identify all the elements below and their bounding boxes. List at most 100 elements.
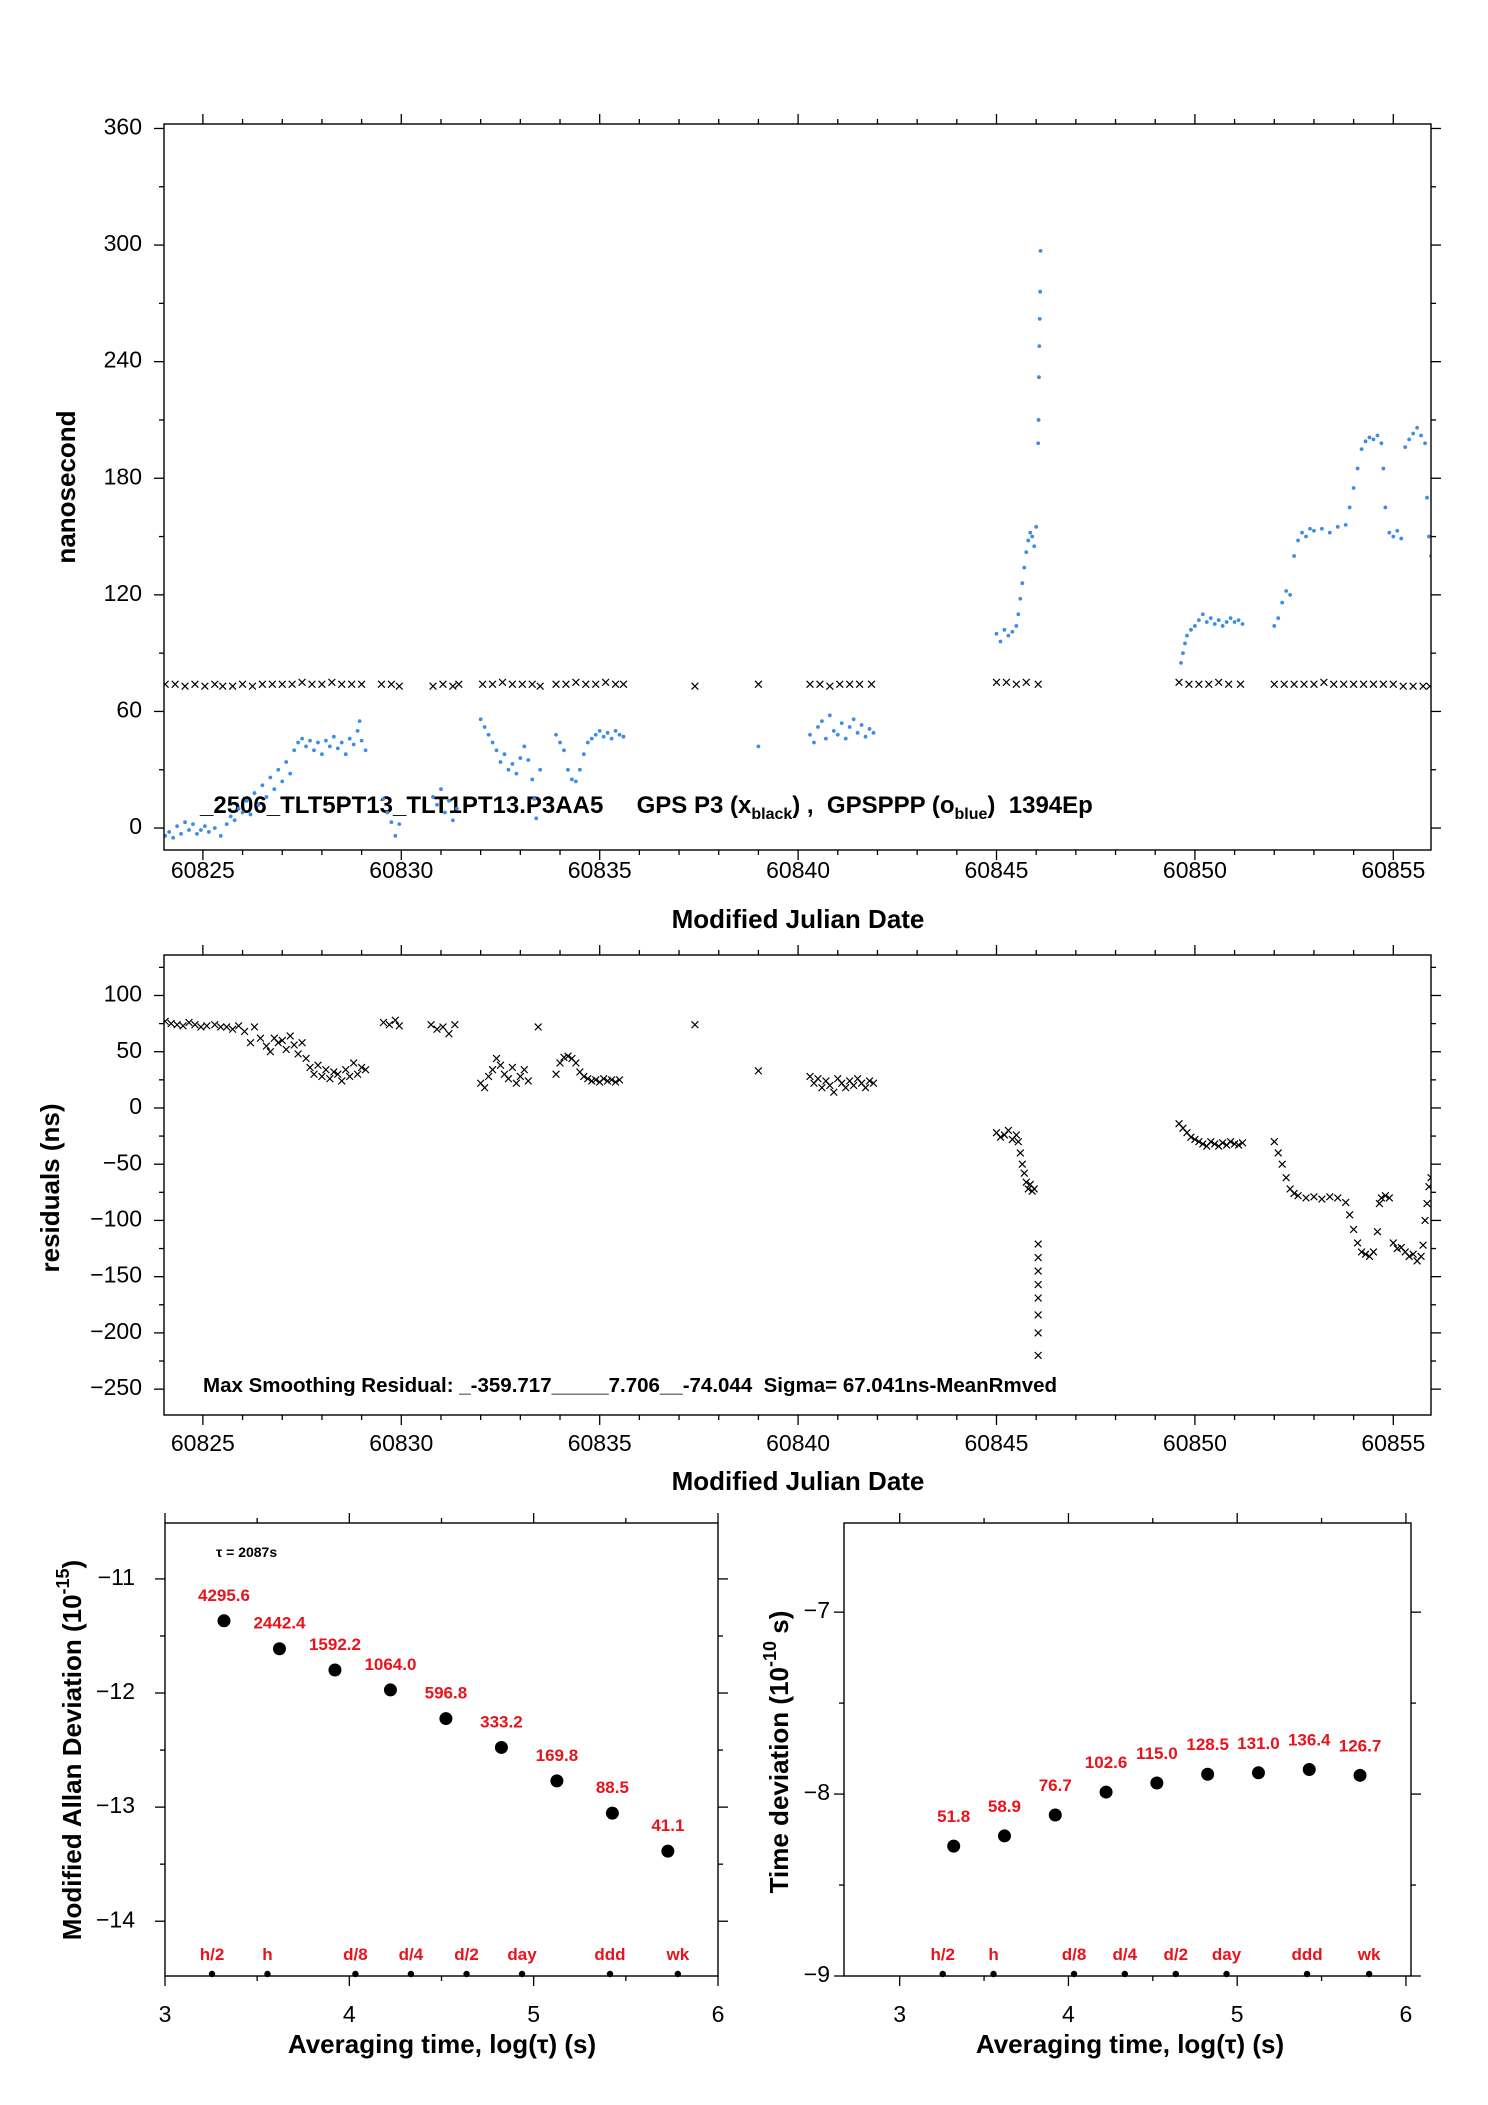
gpsppp-marker xyxy=(199,828,203,832)
gpsppp-marker xyxy=(1387,530,1392,535)
gpsppp-marker xyxy=(1014,624,1019,628)
residual-marker xyxy=(1234,1141,1243,1149)
residual-marker xyxy=(484,1072,493,1081)
adev-plot-area xyxy=(217,1614,675,1858)
residual-marker xyxy=(240,1027,249,1036)
gpsppp-marker xyxy=(164,833,168,838)
adev-point xyxy=(661,1844,675,1858)
gpsppp-marker xyxy=(577,767,582,772)
residual-marker xyxy=(294,1050,302,1058)
gps-p3-marker xyxy=(1419,682,1427,691)
gpsppp-marker xyxy=(343,752,348,757)
gps-p3-marker xyxy=(1290,680,1298,689)
residual-marker xyxy=(1034,1240,1042,1248)
gps-p3-marker xyxy=(1012,680,1021,689)
adev-value-label: 41.1 xyxy=(651,1816,684,1835)
residual-marker xyxy=(591,1076,600,1084)
gpsppp-marker xyxy=(363,748,368,753)
residual-marker xyxy=(290,1041,298,1049)
tau-marker-label: day xyxy=(507,1945,537,1964)
adev-value-label: 1592.2 xyxy=(309,1635,361,1654)
tau-marker-label: ddd xyxy=(594,1945,625,1964)
residual-marker xyxy=(1427,1173,1431,1182)
tau-marker-label: h/2 xyxy=(200,1945,225,1964)
gps-p3-marker xyxy=(855,680,864,689)
gps-p3-marker xyxy=(298,678,306,687)
residual-marker xyxy=(282,1045,291,1054)
gpsppp-marker xyxy=(506,767,511,772)
residual-marker xyxy=(337,1077,346,1085)
gps-p3-marker xyxy=(528,680,537,689)
adev-y-axis-title: Modified Allan Deviation (10-15) xyxy=(53,1560,87,1940)
gpsppp-marker xyxy=(1185,633,1189,638)
gpsppp-marker xyxy=(1038,248,1043,253)
residual-marker xyxy=(379,1018,388,1027)
residual-marker xyxy=(1270,1137,1279,1146)
residual-marker xyxy=(278,1036,287,1045)
gps-p3-marker xyxy=(562,680,570,689)
y-tick-label: 180 xyxy=(104,463,142,489)
residual-marker xyxy=(1020,1169,1029,1178)
gpsppp-marker xyxy=(808,732,812,737)
gpsppp-marker xyxy=(431,795,435,799)
y-tick-label: 360 xyxy=(104,114,142,140)
gpsppp-marker xyxy=(339,740,344,745)
gpsppp-marker xyxy=(859,723,864,727)
gps-p3-marker xyxy=(581,680,590,689)
residual-marker xyxy=(1361,1250,1370,1258)
residual-marker xyxy=(318,1072,326,1081)
residual-marker xyxy=(1034,1311,1042,1319)
residual-marker xyxy=(330,1068,338,1076)
gpsppp-marker xyxy=(1355,466,1360,471)
gpsppp-marker xyxy=(1032,544,1037,549)
residual-marker xyxy=(433,1025,441,1034)
gpsppp-marker xyxy=(236,806,241,811)
plot-frame xyxy=(164,1522,719,1977)
gpsppp-marker xyxy=(871,730,876,735)
residual-marker xyxy=(1238,1138,1247,1147)
gps-p3-marker xyxy=(201,682,209,691)
gpsppp-marker xyxy=(1415,425,1420,430)
tdev-plot-area xyxy=(947,1763,1367,1853)
gpsppp-marker xyxy=(1183,641,1187,646)
y-tick-label: −7 xyxy=(804,1597,830,1623)
residual-marker xyxy=(222,1023,231,1031)
gps-p3-marker xyxy=(1236,680,1245,689)
tdev-point xyxy=(997,1829,1011,1843)
residual-marker xyxy=(492,1054,501,1063)
residual-marker xyxy=(216,1023,225,1031)
residual-marker xyxy=(1369,1248,1378,1256)
gpsppp-marker xyxy=(1411,431,1416,436)
gpsppp-marker xyxy=(589,736,594,741)
gpsppp-marker xyxy=(304,744,308,749)
gpsppp-marker xyxy=(347,736,352,741)
gps-p3-marker xyxy=(591,680,600,689)
x-tick-label: 60855 xyxy=(1361,857,1425,883)
residual-marker xyxy=(256,1034,265,1043)
tdev-value-label: 115.0 xyxy=(1136,1744,1178,1763)
residual-marker xyxy=(520,1065,529,1074)
gpsppp-marker xyxy=(1395,528,1400,533)
residual-marker xyxy=(210,1020,219,1029)
residual-marker xyxy=(314,1061,322,1070)
gpsppp-marker xyxy=(1292,554,1297,558)
tdev-point xyxy=(947,1839,961,1853)
gpsppp-marker xyxy=(613,728,618,733)
gpsppp-marker xyxy=(296,740,301,745)
adev-y-title-text: ) xyxy=(57,1560,87,1569)
residual-marker xyxy=(1018,1160,1027,1169)
gpsppp-marker xyxy=(1006,633,1011,638)
gpsppp-marker xyxy=(1228,616,1233,621)
gpsppp-marker xyxy=(300,736,304,741)
x-tick-label: 60850 xyxy=(1163,1430,1227,1456)
tau-marker-label: wk xyxy=(665,1945,689,1964)
x-tick-label: 60835 xyxy=(568,857,632,883)
gpsppp-marker xyxy=(486,732,491,737)
residual-marker xyxy=(996,1133,1005,1142)
gps-p3-marker xyxy=(288,680,296,689)
residual-marker xyxy=(274,1038,283,1047)
gpsppp-marker xyxy=(1383,505,1388,510)
tau-marker-label: h/2 xyxy=(930,1945,955,1964)
residual-plot-area xyxy=(164,1016,1431,1360)
residual-marker xyxy=(1012,1131,1021,1139)
